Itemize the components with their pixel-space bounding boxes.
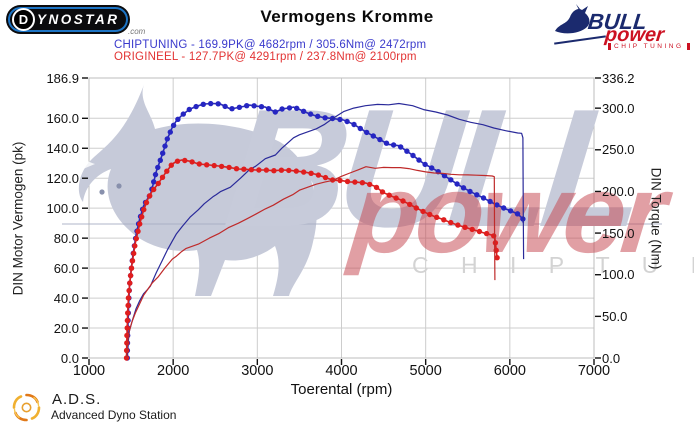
watermark-chiptuning-text: C H I P T U N I N G — [412, 252, 694, 278]
